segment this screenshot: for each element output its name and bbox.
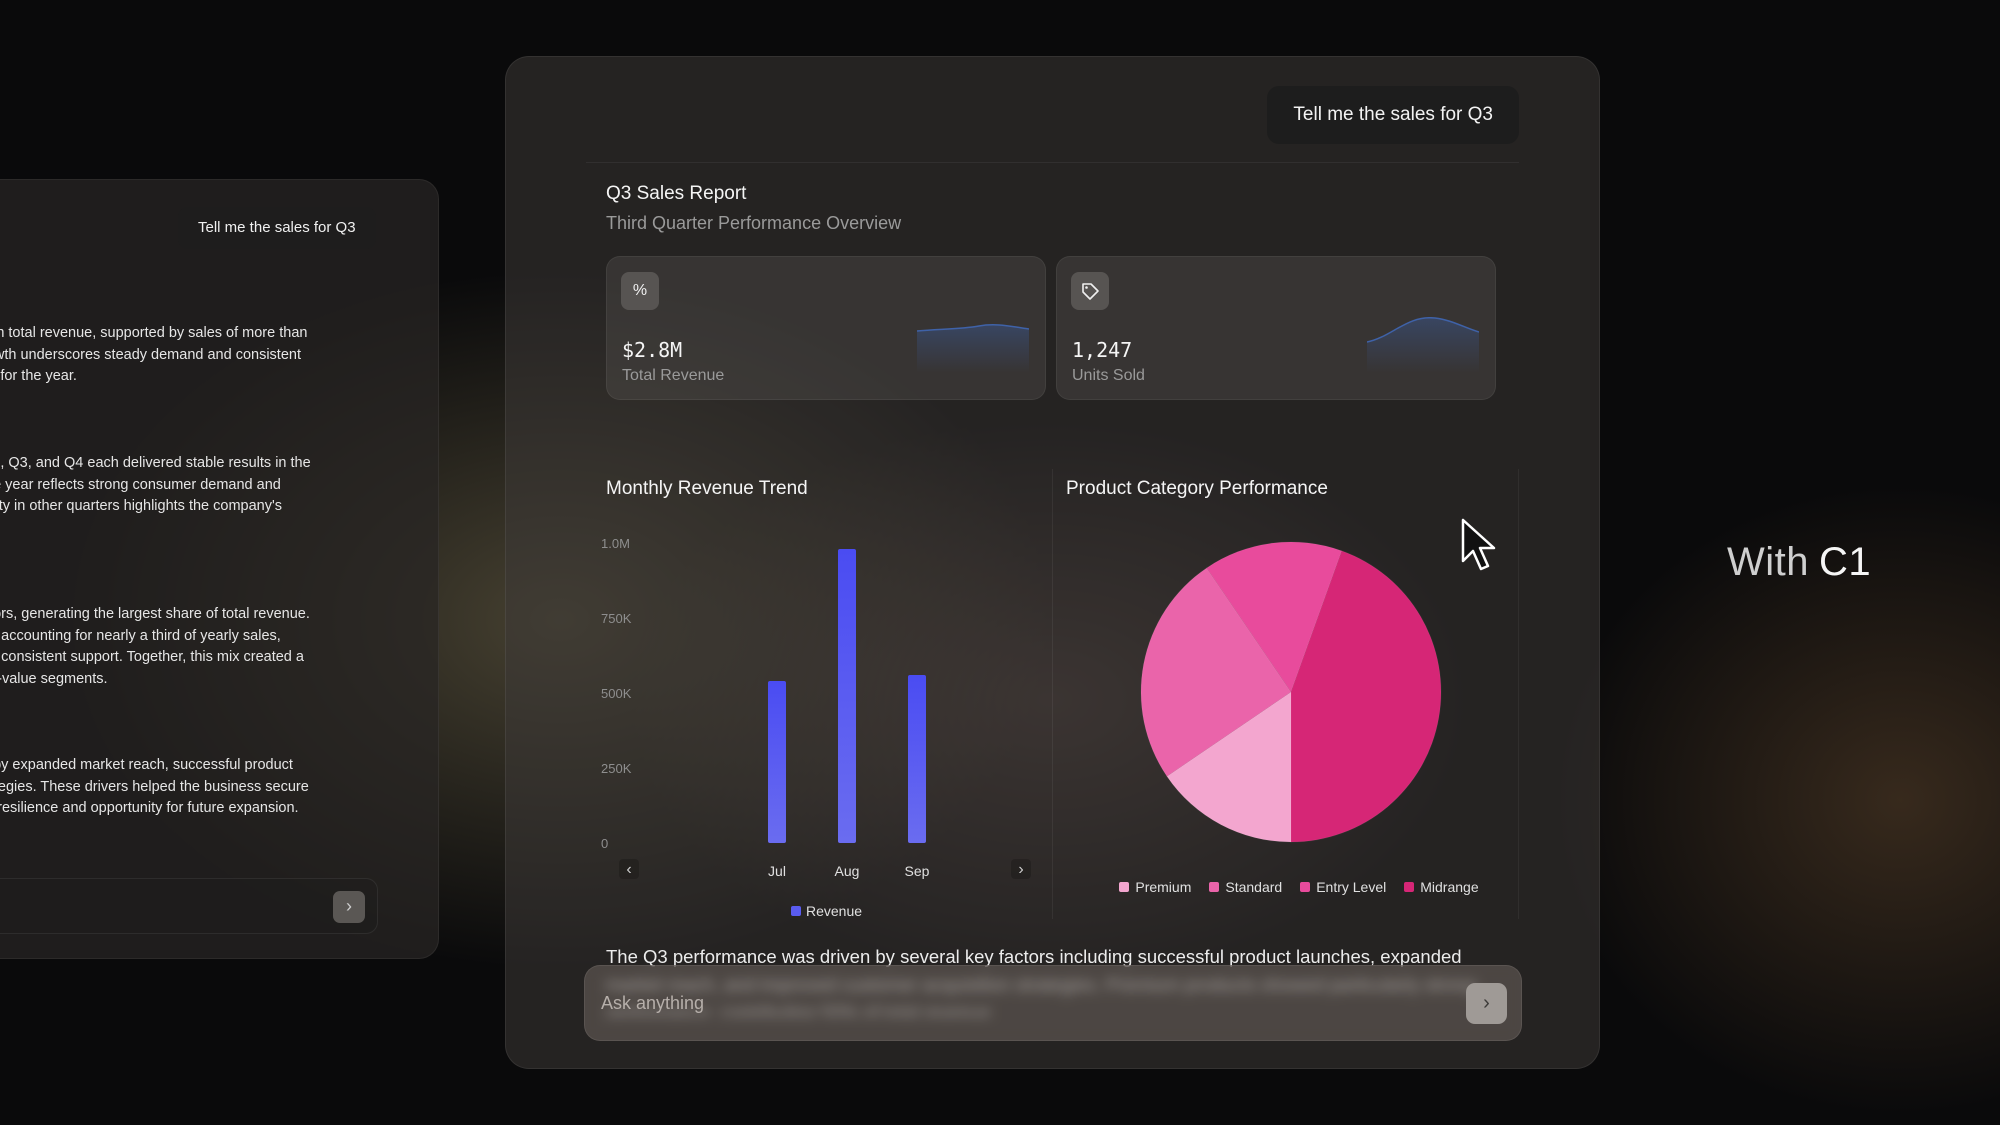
previous-answer-paragraph-4: d by expanded market reach, successful p… — [0, 755, 321, 820]
paragraph-line: ce for the year. — [0, 368, 77, 384]
pie-slice-entry-level — [1205, 541, 1343, 694]
x-tick-label: Jul — [768, 863, 786, 879]
paragraph-line: rategies. These drivers helped the busin… — [0, 778, 309, 795]
paragraph-line: bility in other quarters highlights the … — [0, 498, 282, 514]
tagline-prefix: With — [1727, 540, 1809, 584]
user-message: Tell me the sales for Q3 — [1267, 86, 1519, 144]
bar-aug — [838, 549, 856, 843]
pie-legend: Premium Standard Entry Level Midrange — [1084, 879, 1514, 895]
bar-jul — [768, 681, 786, 843]
chat-input-box[interactable]: › — [584, 965, 1522, 1041]
sparkline — [1367, 317, 1479, 373]
legend-label: Standard — [1225, 879, 1283, 895]
chevron-left-icon[interactable]: ‹ — [626, 861, 631, 878]
product-category-pie-chart — [1140, 541, 1442, 843]
bar-sep — [908, 675, 926, 843]
paragraph-line: the year reflects strong consumer demand… — [0, 476, 281, 493]
x-tick-label: Aug — [835, 863, 860, 879]
paragraph-line: utors, generating the largest share of t… — [0, 606, 310, 622]
percent-icon: % — [621, 272, 659, 310]
legend-label: Revenue — [806, 903, 862, 919]
chevron-right-icon[interactable]: › — [333, 891, 365, 923]
tagline: With C1 — [1727, 540, 1871, 585]
pie-slice-premium — [1166, 691, 1292, 843]
legend-label: Midrange — [1420, 879, 1479, 895]
legend-swatch — [791, 906, 801, 916]
chat-panel: Tell me the sales for Q3 Q3 Sales Report… — [505, 56, 1600, 1069]
y-tick-label: 1.0M — [601, 536, 630, 551]
bar-legend: Revenue — [791, 903, 862, 919]
previous-answer-paragraph-1: n in total revenue, supported by sales o… — [0, 323, 321, 388]
chevron-right-icon[interactable]: › — [1018, 861, 1023, 878]
legend-swatch — [1404, 882, 1415, 892]
kpi-label: Units Sold — [1072, 367, 1145, 384]
y-tick-label: 0 — [601, 836, 608, 851]
legend-label: Entry Level — [1316, 879, 1387, 895]
paragraph-line: d by expanded market reach, successful p… — [0, 757, 293, 773]
kpi-card-total-revenue: % $2.8M Total Revenue — [606, 256, 1046, 400]
kpi-value: 1,247 — [1072, 338, 1133, 362]
legend-item-standard: Standard — [1209, 879, 1282, 895]
mouse-cursor-icon — [1461, 518, 1496, 571]
pie-chart-title: Product Category Performance — [1066, 478, 1328, 499]
legend-item-midrange: Midrange — [1404, 879, 1479, 895]
kpi-value: $2.8M — [622, 338, 683, 362]
pie-slice-standard — [1140, 567, 1292, 778]
paragraph-line: th resilience and opportunity for future… — [0, 800, 299, 816]
paragraph-line: gh-value segments. — [0, 670, 108, 687]
paragraph-line: m, accounting for nearly a third of year… — [0, 627, 281, 644]
send-button[interactable]: › — [1466, 983, 1507, 1024]
legend-item-entry-level: Entry Level — [1300, 879, 1386, 895]
divider — [1518, 469, 1519, 919]
pie-slice-midrange — [1290, 550, 1442, 843]
legend-swatch — [1209, 882, 1220, 892]
monthly-revenue-bar-chart: 0 250K 500K 750K 1.0M Jul Aug Sep ‹ › Revenue — [601, 536, 1031, 919]
kpi-card-units-sold: 1,247 Units Sold — [1056, 256, 1496, 400]
brand-name: C1 — [1819, 540, 1872, 584]
report-title: Q3 Sales Report — [606, 183, 747, 204]
legend-label: Premium — [1135, 879, 1192, 895]
legend-item-premium: Premium — [1119, 879, 1191, 895]
previous-chat-input[interactable]: › — [0, 878, 378, 934]
chevron-right-icon[interactable]: › — [1483, 992, 1490, 1014]
paragraph-line: Q1, Q3, and Q4 each delivered stable res… — [0, 455, 311, 471]
tag-icon — [1071, 272, 1109, 310]
divider — [1052, 469, 1053, 919]
chart-next-button[interactable]: › — [1011, 859, 1031, 879]
paragraph-line: ed consistent support. Together, this mi… — [0, 649, 304, 665]
previous-user-message: Tell me the sales for Q3 — [178, 207, 376, 249]
y-tick-label: 750K — [601, 611, 632, 626]
kpi-label: Total Revenue — [622, 367, 725, 384]
x-tick-label: Sep — [905, 863, 930, 879]
paragraph-line: n in total revenue, supported by sales o… — [0, 325, 308, 341]
paragraph-line: rowth underscores steady demand and cons… — [0, 346, 301, 363]
previous-answer-paragraph-3: utors, generating the largest share of t… — [0, 604, 321, 690]
previous-answer-paragraph-2: Q1, Q3, and Q4 each delivered stable res… — [0, 453, 321, 518]
legend-swatch — [1300, 882, 1311, 892]
ask-input[interactable] — [601, 966, 1421, 1040]
divider — [586, 162, 1519, 163]
sparkline — [917, 324, 1029, 373]
legend-swatch — [1119, 882, 1130, 892]
report-subtitle: Third Quarter Performance Overview — [606, 213, 902, 233]
y-tick-label: 500K — [601, 686, 632, 701]
chart-prev-button[interactable]: ‹ — [619, 859, 639, 879]
previous-chat-panel: Tell me the sales for Q3 n in total reve… — [0, 179, 439, 959]
y-tick-label: 250K — [601, 761, 632, 776]
bar-chart-title: Monthly Revenue Trend — [606, 478, 808, 499]
